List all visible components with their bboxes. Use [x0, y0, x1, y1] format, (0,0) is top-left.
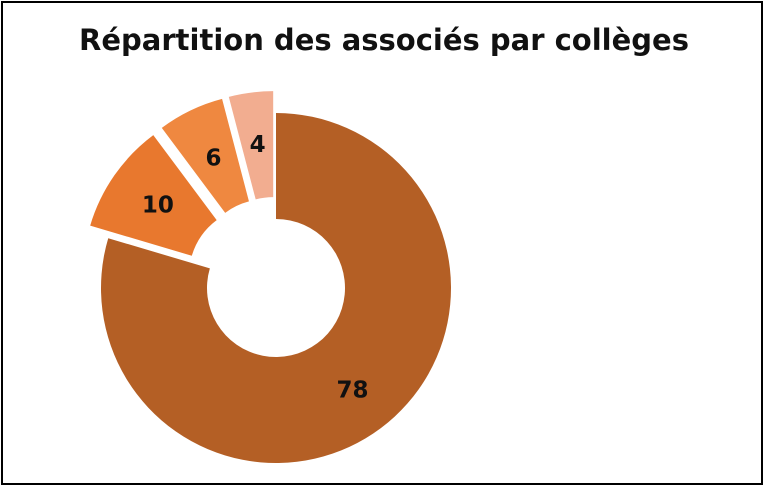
donut-label-3: 6 — [206, 145, 222, 171]
donut-slice-3 — [161, 98, 249, 213]
donut-label-4: 4 — [250, 132, 266, 158]
donut-slice-1 — [100, 113, 451, 464]
chart-title: Répartition des associés par collèges — [79, 23, 689, 57]
donut-slices — [90, 91, 451, 464]
donut-label-1: 78 — [337, 378, 369, 404]
donut-label-2: 10 — [142, 193, 174, 219]
donut-labels: 78 10 6 4 — [142, 132, 369, 403]
donut-slice-4 — [228, 91, 274, 200]
donut-slice-2 — [90, 135, 217, 256]
